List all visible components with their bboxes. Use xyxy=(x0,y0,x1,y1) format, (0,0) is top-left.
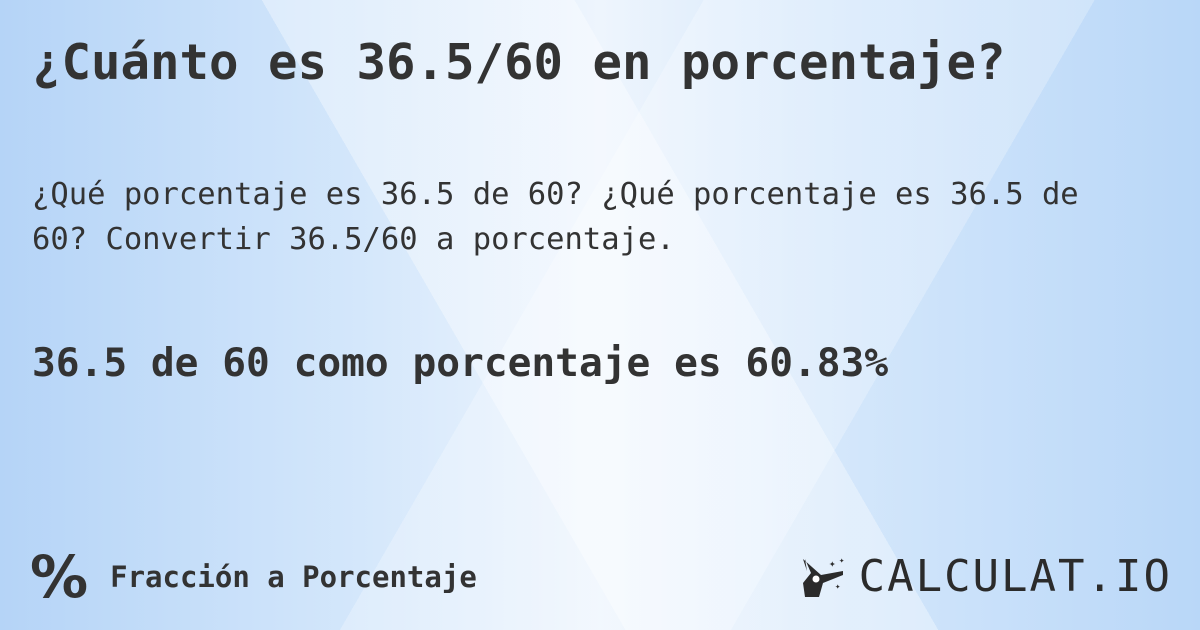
category[interactable]: % Fracción a Porcentaje xyxy=(30,548,477,606)
calculat-logo[interactable]: ✦ ✦ ✦ CALCULAT.IO xyxy=(799,553,1172,601)
svg-text:✦: ✦ xyxy=(829,557,836,570)
result-text: 36.5 de 60 como porcentaje es 60.83% xyxy=(32,340,889,386)
magic-wand-hand-icon: ✦ ✦ ✦ xyxy=(802,556,845,597)
page-title: ¿Cuánto es 36.5/60 en porcentaje? xyxy=(32,34,1006,91)
category-label: Fracción a Porcentaje xyxy=(110,560,477,594)
logo-text: CALCULAT.IO xyxy=(858,551,1172,602)
svg-text:✦: ✦ xyxy=(835,582,841,592)
svg-text:✦: ✦ xyxy=(839,556,845,566)
description: ¿Qué porcentaje es 36.5 de 60? ¿Qué porc… xyxy=(32,177,1079,257)
percent-icon: % xyxy=(30,543,89,611)
